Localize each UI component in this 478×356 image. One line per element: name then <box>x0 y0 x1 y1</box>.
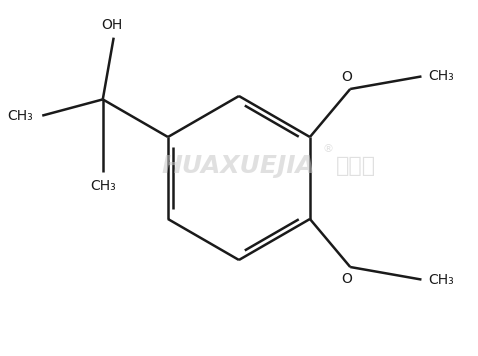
Text: O: O <box>341 70 352 84</box>
Text: 化学加: 化学加 <box>336 156 376 177</box>
Text: CH₃: CH₃ <box>428 273 454 287</box>
Text: HUAXUEJIA: HUAXUEJIA <box>162 155 315 178</box>
Text: OH: OH <box>101 18 122 32</box>
Text: CH₃: CH₃ <box>428 69 454 83</box>
Text: ®: ® <box>323 144 334 154</box>
Text: CH₃: CH₃ <box>90 179 116 193</box>
Text: O: O <box>341 272 352 286</box>
Text: CH₃: CH₃ <box>7 109 33 122</box>
